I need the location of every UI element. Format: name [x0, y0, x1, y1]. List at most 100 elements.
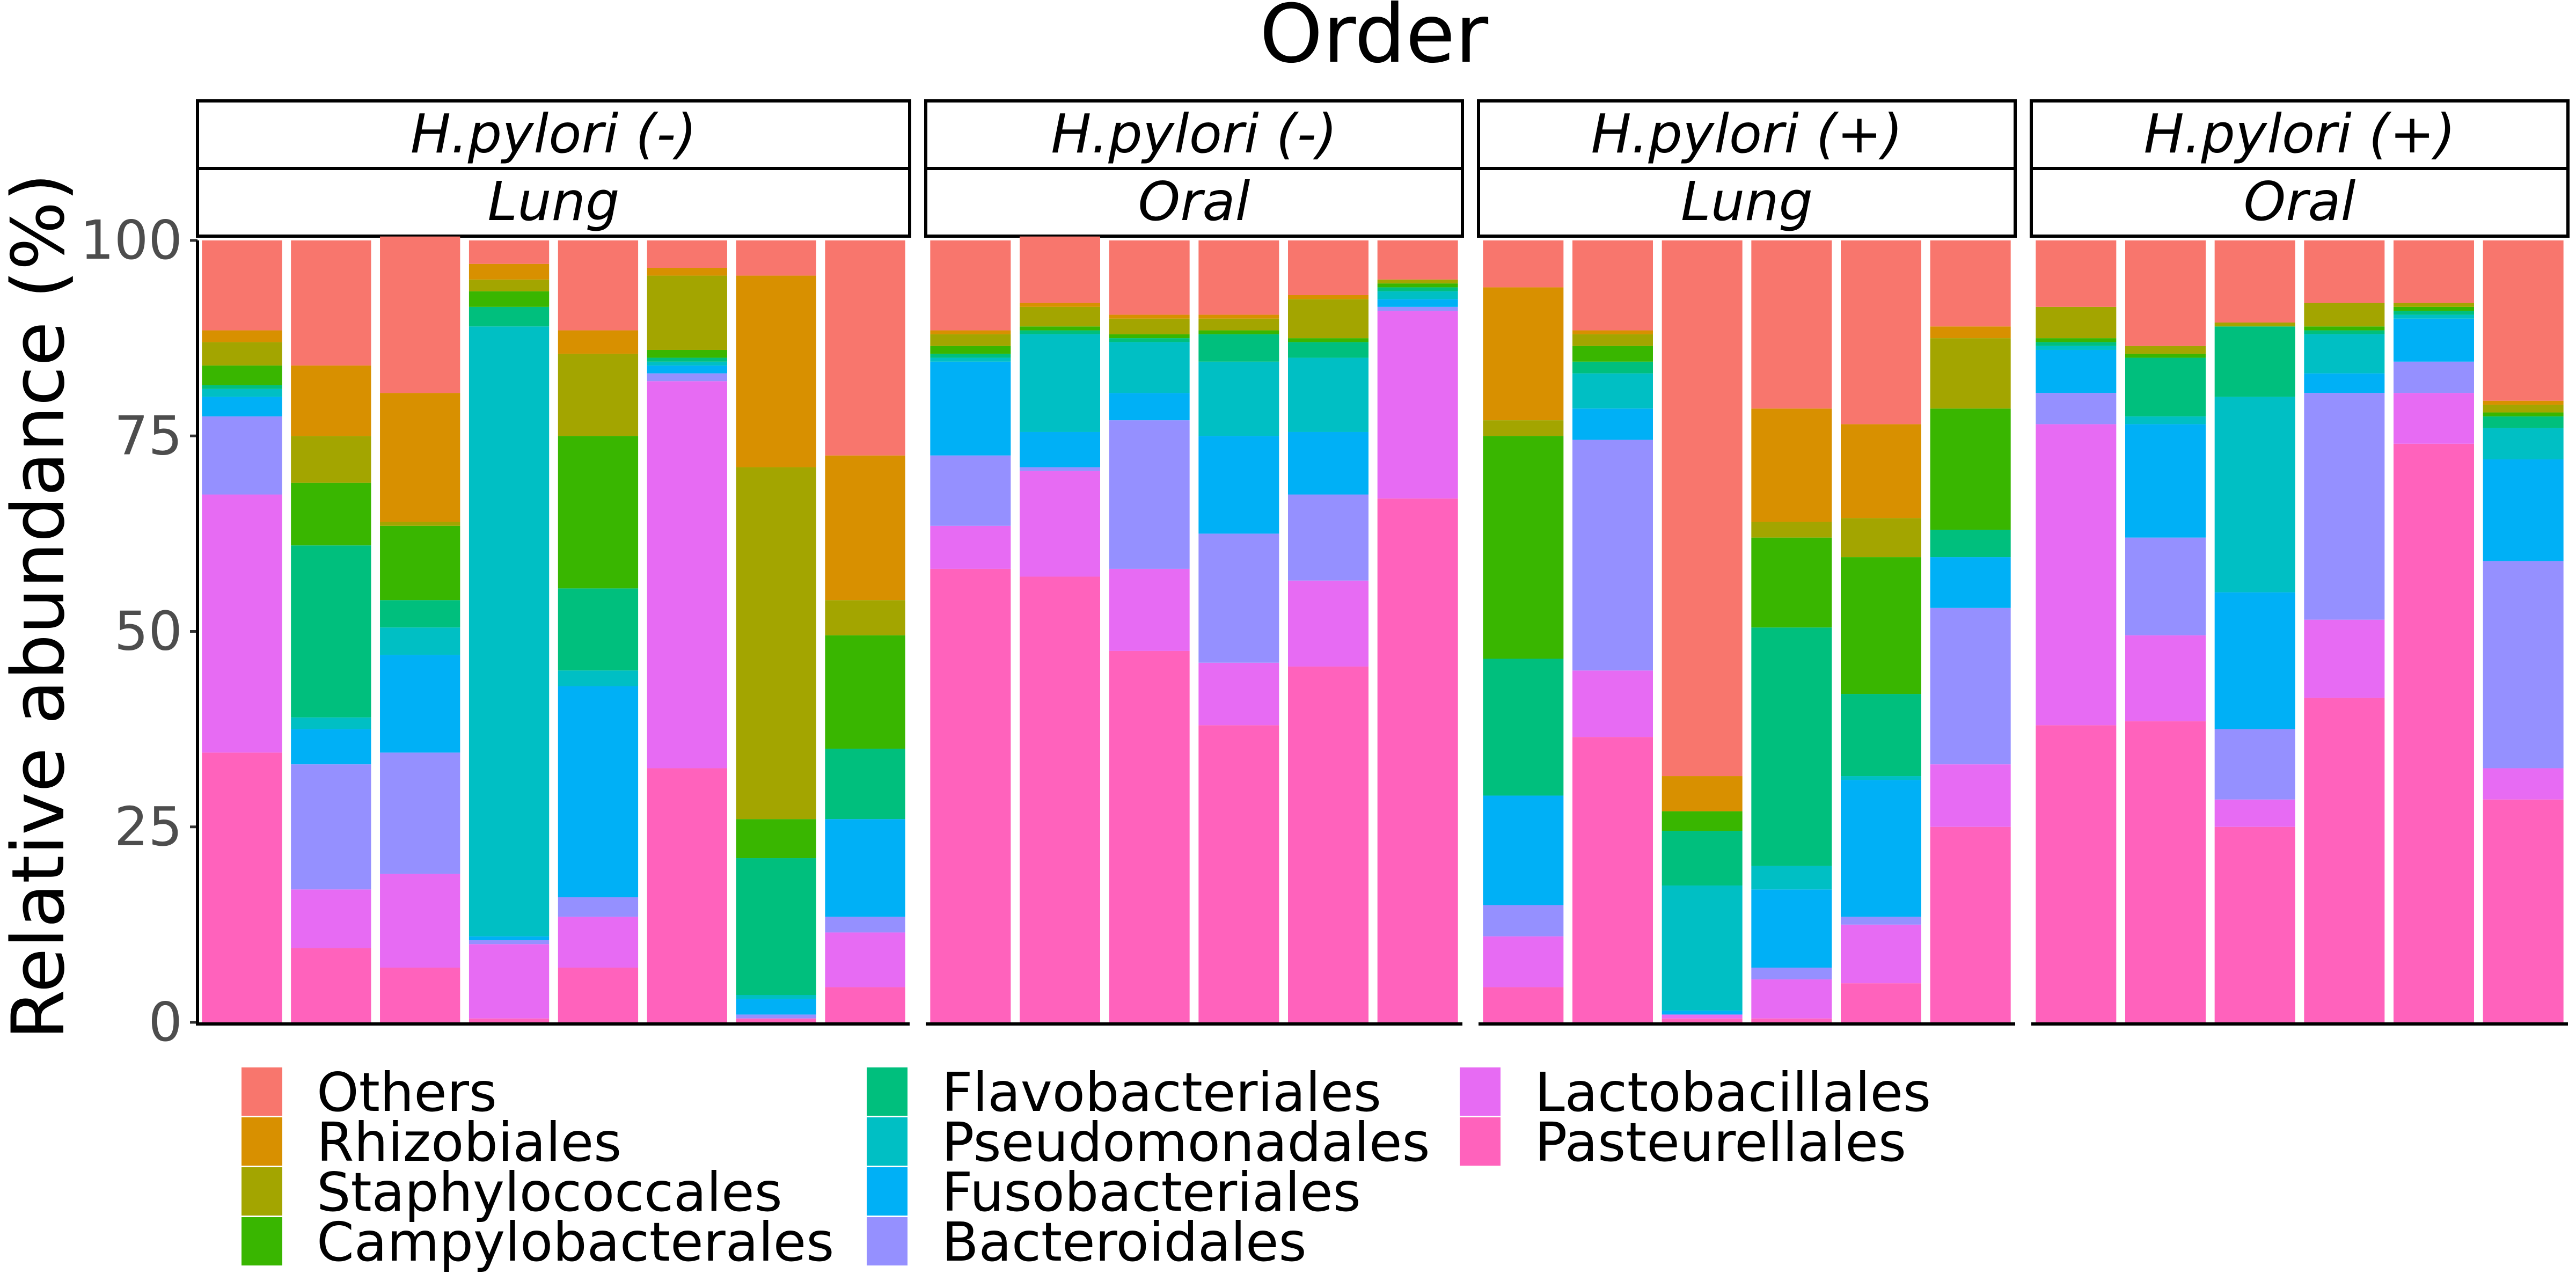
bar-segment-campylobacterales	[1020, 326, 1100, 331]
facet-strip-label: H.pylori (+)	[1591, 103, 1902, 165]
bar-segment-fusobacteriales	[1377, 299, 1458, 307]
facet-strip	[924, 99, 1464, 170]
bar-segment-rhizobiales	[1020, 303, 1100, 307]
bar-segment-pseudomonadales	[2304, 334, 2385, 374]
bar-segment-pasteurellales	[1572, 737, 1653, 1022]
bar-segment-campylobacterales	[380, 525, 460, 601]
bar-segment-others	[1109, 240, 1190, 315]
bar-segment-campylobacterales	[2483, 412, 2564, 416]
bar-segment-rhizobiales	[1930, 326, 2011, 339]
bar-segment-rhizobiales	[825, 455, 905, 601]
stacked-bar	[1109, 240, 1190, 1022]
bar-segment-campylobacterales	[736, 819, 816, 859]
bar-segment-campylobacterales	[1377, 283, 1458, 288]
bar-segment-bacteroidales	[1930, 608, 2011, 765]
bar-segment-staphylococcales	[1930, 338, 2011, 409]
facet-strip-label: Oral	[2244, 170, 2356, 233]
bar-segment-pasteurellales	[930, 568, 1011, 1022]
bar-segment-staphylococcales	[1020, 306, 1100, 327]
bar-segment-pseudomonadales	[1109, 342, 1190, 393]
bar-segment-pasteurellales	[2394, 443, 2474, 1022]
legend-key	[241, 1167, 282, 1216]
legend-item: Lactobacillales	[1460, 1061, 1931, 1124]
bar-segment-bacteroidales	[2394, 361, 2474, 393]
bar-segment-staphylococcales	[736, 467, 816, 819]
bar-segment-pseudomonadales	[2394, 314, 2474, 319]
bar-segment-pseudomonadales	[1841, 776, 1921, 780]
bar-segment-bacteroidales	[291, 764, 371, 890]
bar-segment-lactobacillales	[825, 932, 905, 987]
bar-segment-lactobacillales	[1288, 580, 1368, 667]
bar-segment-lactobacillales	[469, 944, 550, 1019]
bar-segment-bacteroidales	[2125, 537, 2206, 635]
bar-segment-rhizobiales	[1288, 295, 1368, 299]
bar-segment-pasteurellales	[2304, 698, 2385, 1022]
y-tick-label: 50	[114, 600, 182, 663]
bar-segment-fusobacteriales	[558, 686, 639, 897]
bar-segment-others	[1930, 240, 2011, 327]
facet-strip-label: H.pylori (-)	[1051, 103, 1337, 165]
bar-segment-others	[558, 240, 639, 331]
bar-segment-campylobacterales	[1483, 436, 1564, 659]
bar-segment-campylobacterales	[291, 482, 371, 546]
bar-segment-flavobacteriales	[1198, 334, 1279, 362]
bar-segment-pseudomonadales	[1020, 334, 1100, 432]
bar-segment-fusobacteriales	[2483, 459, 2564, 561]
bar-segment-pseudomonadales	[2125, 416, 2206, 425]
bar-segment-bacteroidales	[647, 373, 727, 382]
bar-segment-bacteroidales	[202, 416, 282, 495]
stacked-bar	[2304, 240, 2385, 1022]
facet-strip	[2030, 167, 2570, 238]
stacked-bar	[291, 240, 371, 1022]
bar-segment-flavobacteriales	[380, 600, 460, 628]
bar-segment-bacteroidales	[1483, 905, 1564, 936]
bar-segment-fusobacteriales	[736, 999, 816, 1015]
bar-segment-lactobacillales	[2483, 768, 2564, 800]
bar-segment-staphylococcales	[380, 522, 460, 526]
stacked-bar	[1751, 240, 1832, 1022]
legend-item: Flavobacteriales	[867, 1061, 1381, 1124]
bar-segment-staphylococcales	[1572, 334, 1653, 346]
bar-segment-staphylococcales	[2125, 346, 2206, 354]
y-tick-label: 0	[148, 991, 182, 1053]
legend-item: Fusobacteriales	[867, 1161, 1361, 1224]
bar-segment-pasteurellales	[1020, 576, 1100, 1022]
bar-segment-pasteurellales	[1751, 1018, 1832, 1022]
bar-segment-campylobacterales	[2304, 326, 2385, 331]
bar-segment-flavobacteriales	[2214, 326, 2295, 397]
legend-label: Campylobacterales	[317, 1211, 834, 1274]
bar-segment-staphylococcales	[1483, 420, 1564, 436]
bar-segment-fusobacteriales	[1288, 431, 1368, 495]
bar-segment-pasteurellales	[1483, 987, 1564, 1022]
bar-segment-staphylococcales	[2394, 303, 2474, 307]
bar-segment-flavobacteriales	[1483, 658, 1564, 796]
bar-segment-lactobacillales	[1572, 670, 1653, 737]
bar-segment-rhizobiales	[1109, 314, 1190, 319]
bar-segment-lactobacillales	[1109, 568, 1190, 651]
bar-segment-fusobacteriales	[930, 361, 1011, 456]
bar-segment-others	[1572, 240, 1653, 331]
bar-segment-rhizobiales	[469, 264, 550, 280]
legend-key	[241, 1117, 282, 1166]
legend-item: Pseudomonadales	[867, 1111, 1430, 1174]
bar-segment-others	[2304, 240, 2385, 303]
bar-segment-lactobacillales	[647, 381, 727, 769]
bar-segment-pasteurellales	[469, 1018, 550, 1022]
bar-segment-bacteroidales	[2304, 393, 2385, 620]
bar-segment-lactobacillales	[291, 889, 371, 948]
bar-segment-fusobacteriales	[1930, 557, 2011, 608]
bar-segment-pseudomonadales	[1198, 361, 1279, 436]
bar-segment-fusobacteriales	[469, 936, 550, 941]
bar-segment-lactobacillales	[2214, 799, 2295, 827]
bar-segment-campylobacterales	[1662, 811, 1743, 831]
facet-strip-label: Lung	[1681, 170, 1813, 233]
bar-segment-pasteurellales	[380, 968, 460, 1022]
bar-segment-staphylococcales	[1377, 279, 1458, 284]
bar-segment-lactobacillales	[2125, 635, 2206, 722]
legend-label: Pasteurellales	[1535, 1111, 1906, 1174]
stacked-bar	[825, 240, 905, 1022]
bar-segment-others	[202, 240, 282, 331]
bar-segment-flavobacteriales	[1930, 530, 2011, 558]
legend-label: Staphylococcales	[317, 1161, 782, 1224]
bar-segment-pasteurellales	[825, 987, 905, 1022]
